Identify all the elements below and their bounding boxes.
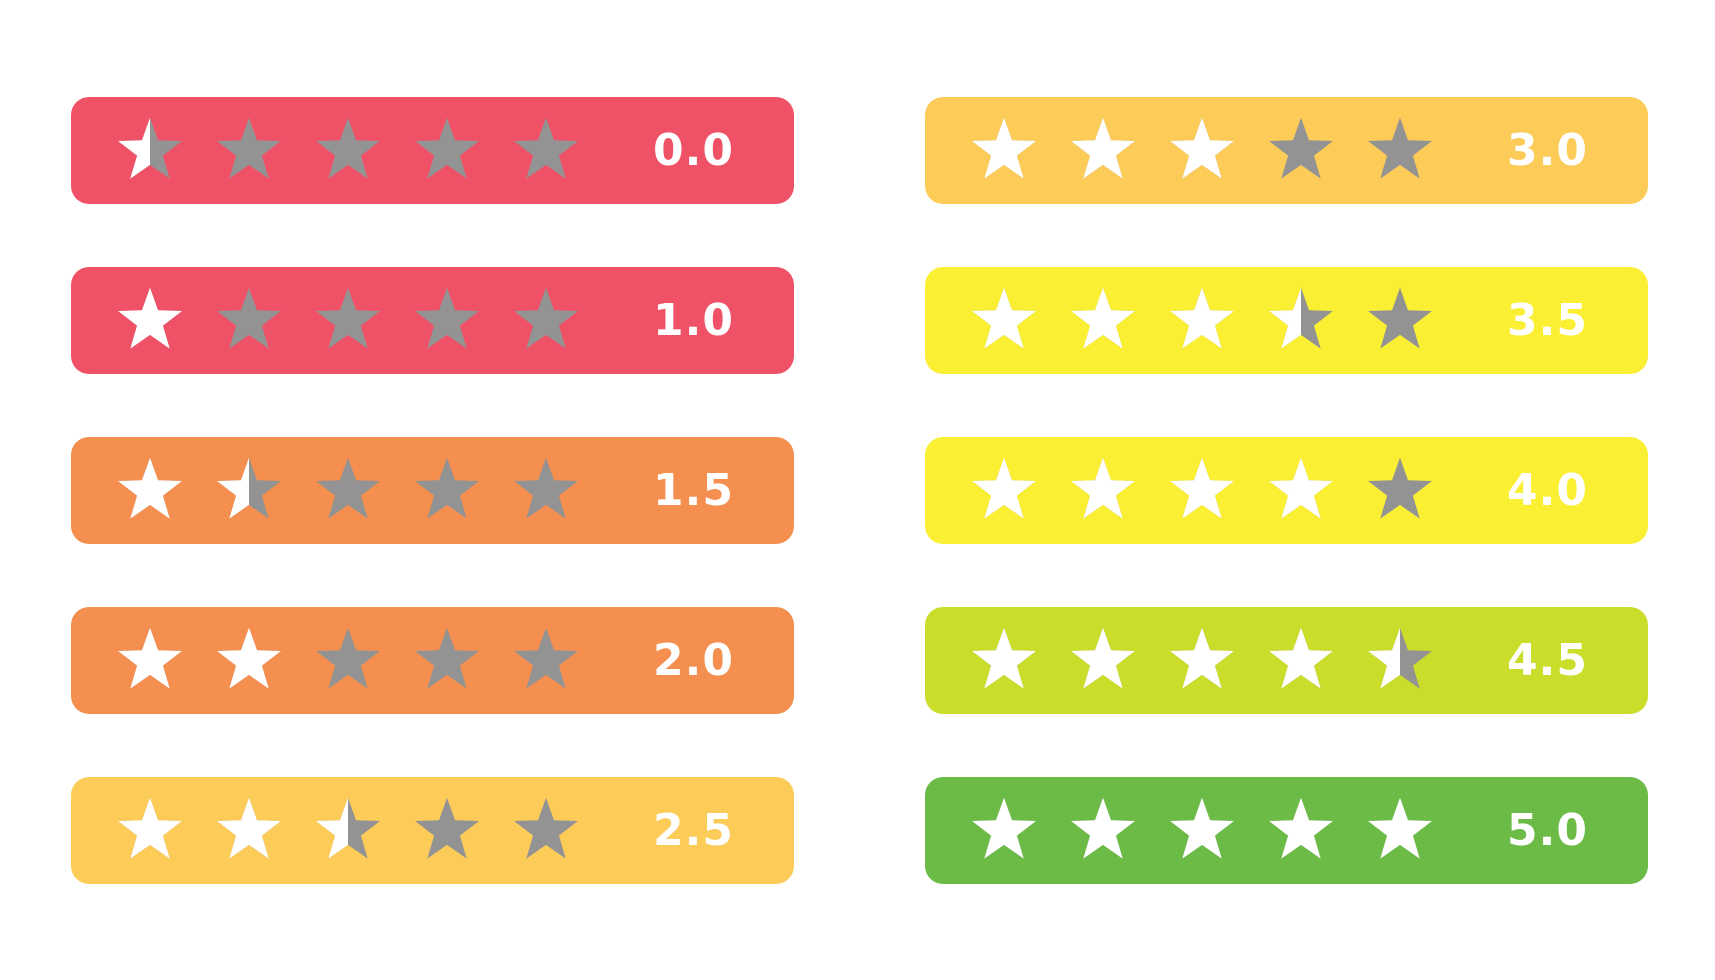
- star-empty-icon: [217, 287, 281, 349]
- star-row: [970, 285, 1434, 355]
- star-empty-icon: [415, 287, 479, 349]
- star-full-icon: [972, 287, 1036, 349]
- star-full-icon: [1269, 457, 1333, 519]
- star-full-icon: [118, 457, 182, 519]
- star-half-icon: [1269, 287, 1333, 349]
- star-half-icon: [1368, 627, 1432, 689]
- rating-score: 2.0: [653, 635, 734, 686]
- star-empty-icon: [1368, 457, 1432, 519]
- star-full-icon: [1170, 797, 1234, 859]
- star-empty-icon: [316, 117, 380, 179]
- star-full-icon: [1170, 457, 1234, 519]
- rating-score: 4.0: [1507, 465, 1588, 516]
- star-empty-icon: [217, 117, 281, 179]
- rating-score: 2.5: [653, 805, 734, 856]
- star-full-icon: [1170, 117, 1234, 179]
- rating-bar-2-5: 2.5: [71, 777, 794, 884]
- rating-bar-3-0: 3.0: [925, 97, 1648, 204]
- star-full-icon: [1170, 287, 1234, 349]
- star-row: [970, 115, 1434, 185]
- star-row: [970, 795, 1434, 865]
- star-empty-icon: [316, 287, 380, 349]
- star-empty-icon: [514, 797, 578, 859]
- rating-bar-3-5: 3.5: [925, 267, 1648, 374]
- star-empty-icon: [415, 457, 479, 519]
- star-full-icon: [972, 117, 1036, 179]
- star-full-icon: [1269, 797, 1333, 859]
- star-full-icon: [1071, 457, 1135, 519]
- star-empty-icon: [1368, 287, 1432, 349]
- rating-score: 1.5: [653, 465, 734, 516]
- star-empty-icon: [514, 457, 578, 519]
- star-full-icon: [1170, 627, 1234, 689]
- rating-bar-1-5: 1.5: [71, 437, 794, 544]
- star-full-icon: [118, 287, 182, 349]
- rating-score: 4.5: [1507, 635, 1588, 686]
- star-empty-icon: [316, 457, 380, 519]
- rating-score: 0.0: [653, 125, 734, 176]
- star-full-icon: [1071, 627, 1135, 689]
- star-half-icon: [316, 797, 380, 859]
- rating-score: 5.0: [1507, 805, 1588, 856]
- star-full-icon: [972, 627, 1036, 689]
- star-row: [116, 455, 580, 525]
- rating-bar-4-5: 4.5: [925, 607, 1648, 714]
- rating-score: 3.5: [1507, 295, 1588, 346]
- star-full-icon: [972, 797, 1036, 859]
- star-empty-icon: [415, 117, 479, 179]
- star-row: [116, 285, 580, 355]
- star-half-icon: [118, 117, 182, 179]
- star-row: [970, 455, 1434, 525]
- rating-bar-2-0: 2.0: [71, 607, 794, 714]
- star-empty-icon: [1368, 117, 1432, 179]
- rating-bar-1-0: 1.0: [71, 267, 794, 374]
- star-full-icon: [118, 797, 182, 859]
- star-empty-icon: [514, 287, 578, 349]
- star-full-icon: [217, 627, 281, 689]
- star-full-icon: [1269, 627, 1333, 689]
- star-row: [116, 625, 580, 695]
- star-full-icon: [1071, 117, 1135, 179]
- rating-bar-4-0: 4.0: [925, 437, 1648, 544]
- star-row: [970, 625, 1434, 695]
- star-empty-icon: [514, 627, 578, 689]
- star-empty-icon: [1269, 117, 1333, 179]
- star-empty-icon: [316, 627, 380, 689]
- star-empty-icon: [415, 797, 479, 859]
- star-empty-icon: [415, 627, 479, 689]
- rating-bar-0-0: 0.0: [71, 97, 794, 204]
- rating-score: 1.0: [653, 295, 734, 346]
- star-full-icon: [217, 797, 281, 859]
- star-row: [116, 115, 580, 185]
- star-half-icon: [217, 457, 281, 519]
- star-full-icon: [118, 627, 182, 689]
- star-full-icon: [972, 457, 1036, 519]
- star-full-icon: [1071, 797, 1135, 859]
- star-row: [116, 795, 580, 865]
- rating-bar-5-0: 5.0: [925, 777, 1648, 884]
- star-full-icon: [1071, 287, 1135, 349]
- star-full-icon: [1368, 797, 1432, 859]
- star-empty-icon: [514, 117, 578, 179]
- rating-score: 3.0: [1507, 125, 1588, 176]
